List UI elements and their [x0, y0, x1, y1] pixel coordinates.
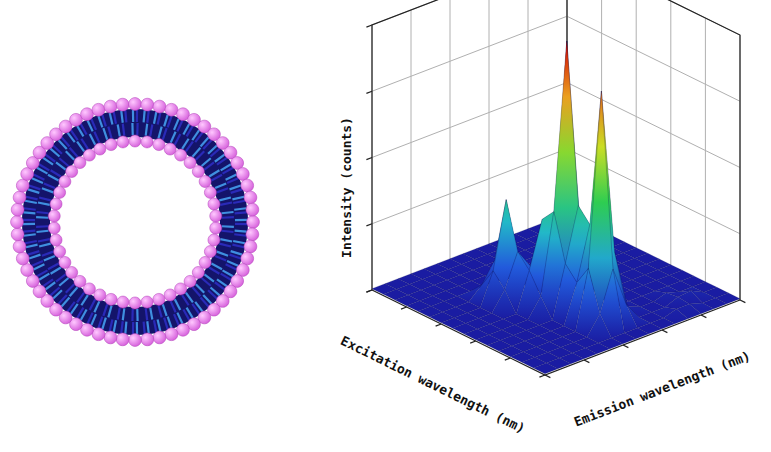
svg-text:Excitation wavelength (nm): Excitation wavelength (nm) [338, 333, 527, 436]
svg-text:Intensity (counts): Intensity (counts) [339, 117, 354, 258]
svg-text:Emission wavelength (nm): Emission wavelength (nm) [572, 348, 752, 429]
